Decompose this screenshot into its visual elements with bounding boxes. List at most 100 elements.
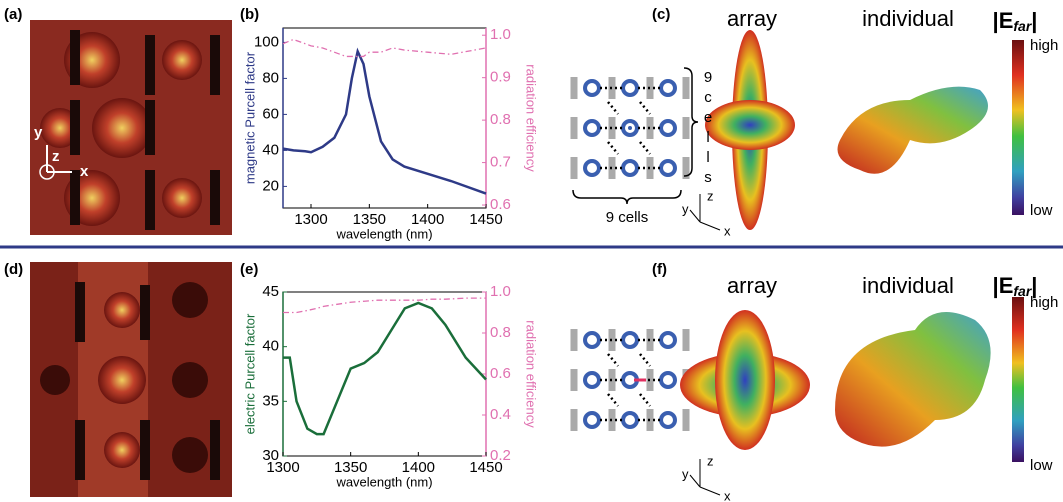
y-tick-label: 100 [254, 33, 279, 50]
colorbar-title: |Efar| [993, 273, 1038, 299]
y2-tick-label: 0.6 [490, 196, 511, 213]
far-field-shape [680, 310, 991, 450]
metal-bar [570, 117, 578, 139]
y-tick-label: 45 [262, 283, 279, 300]
dots [639, 393, 651, 407]
panel-label: (f) [652, 261, 667, 278]
y2-axis-title: radiation efficiency [524, 64, 539, 172]
colorbar-low: low [1030, 457, 1053, 474]
metal-bar [682, 77, 690, 99]
series-line [282, 38, 487, 58]
triad [689, 474, 701, 488]
x-tick-label: 1300 [294, 211, 327, 228]
y2-tick-label: 1.0 [490, 26, 511, 43]
series-line [283, 297, 486, 314]
ring [659, 411, 677, 429]
field-map [30, 262, 232, 497]
dots [607, 101, 619, 115]
triad-label: z [707, 453, 714, 468]
y2-tick-label: 0.4 [490, 406, 511, 423]
y2-tick-label: 0.2 [490, 447, 511, 464]
view-label: array [727, 273, 777, 298]
x-axis-title: wavelength (nm) [335, 226, 432, 241]
ring [583, 411, 601, 429]
ring [659, 371, 677, 389]
ring [583, 159, 601, 177]
x-axis-title: wavelength (nm) [335, 474, 432, 489]
ring [659, 119, 677, 137]
view-label: array [727, 6, 777, 31]
metal-bar [682, 409, 690, 431]
far-field-shape [705, 30, 988, 230]
y-tick-label: 30 [262, 447, 279, 464]
x-tick-label: 1350 [353, 211, 386, 228]
ring [659, 79, 677, 97]
series-line [283, 301, 487, 436]
x-tick-label: 1400 [402, 459, 435, 476]
panel-label: (c) [652, 6, 670, 23]
x-tick-label: 1450 [469, 211, 502, 228]
y-axis-title: magnetic Purcell factor [242, 51, 257, 184]
plot-frame [282, 27, 487, 209]
metal-bar [570, 369, 578, 391]
y2-tick-label: 0.8 [490, 111, 511, 128]
brace [572, 189, 682, 205]
y-tick-label: 20 [262, 177, 279, 194]
triad [689, 209, 701, 223]
colorbar-title-part: | [1031, 8, 1037, 33]
colorbar-title-part: | [1031, 273, 1037, 298]
triad [699, 486, 721, 496]
vertical-letter: l [706, 149, 709, 166]
colorbar-title-part: far [1013, 283, 1032, 299]
ring [621, 411, 639, 429]
vertical-letter: e [704, 109, 712, 126]
ring [583, 119, 601, 137]
vertical-letter: c [704, 89, 712, 106]
brace [683, 67, 699, 177]
x-tick-label: 1450 [469, 459, 502, 476]
ring [583, 79, 601, 97]
y2-tick-label: 0.9 [490, 69, 511, 86]
panel-label: (b) [240, 6, 259, 23]
vertical-letter: 9 [704, 69, 712, 86]
triad-label: x [724, 223, 731, 238]
y-tick-label: 35 [262, 392, 279, 409]
y-tick-label: 60 [262, 105, 279, 122]
triad-label: x [724, 488, 731, 502]
dots [607, 393, 619, 407]
dipole [628, 126, 632, 130]
ring [659, 331, 677, 349]
y-tick-label: 40 [262, 338, 279, 355]
y-tick-label: 40 [262, 141, 279, 158]
metal-bar [570, 329, 578, 351]
metal-bar [570, 409, 578, 431]
x-tick-label: 1400 [411, 211, 444, 228]
y-axis-title: electric Purcell factor [242, 313, 257, 434]
colorbar [1012, 297, 1024, 462]
axis-letter: z [52, 148, 60, 165]
colorbar-title-part: far [1013, 18, 1032, 34]
schematic-label: 9 cells [606, 209, 649, 226]
ring [621, 119, 639, 137]
series-line [282, 47, 487, 195]
dots [607, 353, 619, 367]
vertical-letter: s [704, 169, 712, 186]
metal-bar [682, 329, 690, 351]
colorbar-low: low [1030, 202, 1053, 219]
colorbar-high: high [1030, 294, 1058, 311]
colorbar-high: high [1030, 37, 1058, 54]
y2-tick-label: 0.8 [490, 324, 511, 341]
triad-label: y [682, 201, 689, 216]
dots [639, 141, 651, 155]
ring [621, 79, 639, 97]
ring [659, 159, 677, 177]
y2-tick-label: 1.0 [490, 283, 511, 300]
ring [621, 159, 639, 177]
view-label: individual [862, 6, 954, 31]
ring [583, 371, 601, 389]
colorbar-title-part: |E [993, 8, 1014, 33]
triad-label: y [682, 466, 689, 481]
x-tick-label: 1350 [334, 459, 367, 476]
